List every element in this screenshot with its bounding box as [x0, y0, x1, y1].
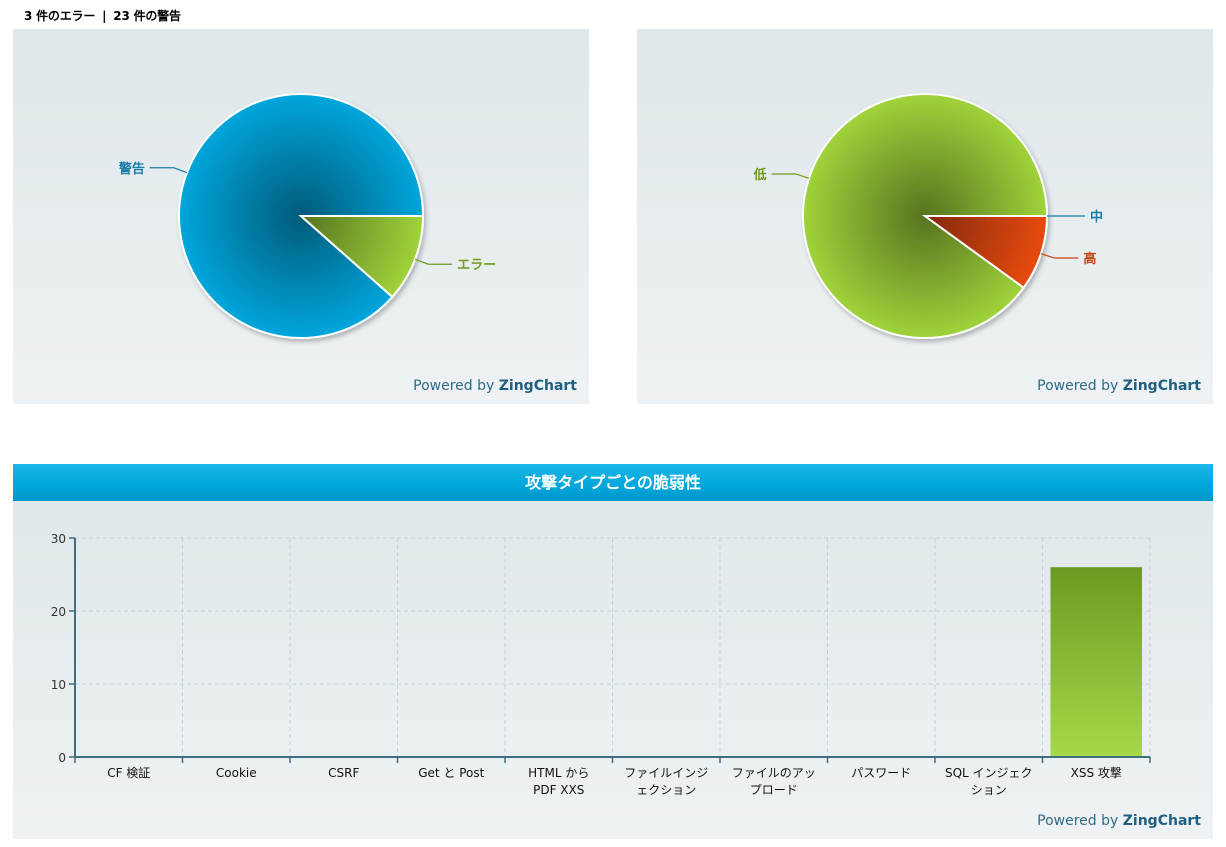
grid [75, 537, 1151, 757]
y-tick-label: 0 [58, 751, 66, 765]
x-tick-label: CF 検証 [107, 766, 150, 780]
errors-vs-warnings-pie-chart: 警告エラー Powered by ZingChart [13, 29, 589, 404]
powered-by-prefix: Powered by [413, 378, 495, 394]
y-tick-label: 20 [51, 605, 66, 619]
pie-leader-line [149, 167, 188, 174]
chart-title: 攻撃タイプごとの脆弱性 [13, 464, 1213, 501]
pie-label: 高 [1083, 251, 1096, 267]
warning-count-text: 23 件の警告 [113, 9, 181, 23]
summary-separator: | [102, 9, 107, 23]
powered-by-zingchart-link[interactable]: Powered by ZingChart [413, 378, 577, 394]
severity-pie-chart: 低高 中 Powered by ZingChart [637, 29, 1213, 404]
pie-label: 中 [1090, 209, 1103, 225]
y-tick-label: 30 [51, 532, 66, 546]
powered-by-brand: ZingChart [1122, 378, 1201, 394]
x-tick-label: ファイルのアップロード [732, 766, 816, 797]
y-tick-label: 10 [51, 678, 66, 692]
powered-by-prefix: Powered by [1037, 813, 1119, 829]
powered-by-zingchart-link[interactable]: Powered by ZingChart [1037, 813, 1201, 829]
x-tick-label: SQL インジェクション [945, 766, 1033, 797]
x-tick-label: Get と Post [418, 766, 484, 780]
x-tick-label: HTML から PDF XXS [528, 766, 589, 797]
vulnerabilities-by-attack-type-bar-chart: 攻撃タイプごとの脆弱性 0 10 20 30 CF 検証 Cookie CSRF Get と … [13, 464, 1213, 839]
pie2-canvas: 低高 中 [753, 93, 1103, 339]
pie-leader-line [414, 258, 453, 265]
pie-label: エラー [457, 258, 496, 273]
x-tick-label: XSS 攻撃 [1071, 765, 1122, 780]
pie-leader-line [1040, 253, 1079, 259]
powered-by-brand: ZingChart [498, 378, 577, 394]
powered-by-zingchart-link[interactable]: Powered by ZingChart [1037, 378, 1201, 394]
x-tick-label: パスワード [851, 766, 911, 780]
x-tick-label: Cookie [216, 766, 257, 780]
pie-leader-line [771, 173, 810, 179]
powered-by-brand: ZingChart [1122, 813, 1201, 829]
issue-summary: 3 件のエラー | 23 件の警告 [24, 7, 181, 24]
bar-canvas: 0 10 20 30 CF 検証 Cookie CSRF Get と Post HTML から P… [51, 532, 1151, 797]
powered-by-prefix: Powered by [1037, 378, 1119, 394]
x-tick-label: CSRF [328, 766, 359, 780]
bar[interactable] [1050, 567, 1143, 757]
x-tick-label: ファイルインジェクション [624, 766, 708, 797]
pie-label: 低 [753, 167, 767, 183]
pie-slice-1[interactable] [921, 215, 1049, 290]
error-count-text: 3 件のエラー [24, 9, 96, 23]
pie-slice-1[interactable] [298, 215, 425, 299]
pie-label: 警告 [119, 161, 145, 177]
